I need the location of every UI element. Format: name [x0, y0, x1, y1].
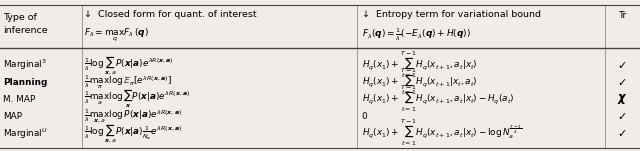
Text: $F_\lambda(\boldsymbol{q}) = \frac{1}{\lambda}(-E_\lambda(\boldsymbol{q}) + H(\b: $F_\lambda(\boldsymbol{q}) = \frac{1}{\l…	[362, 26, 470, 43]
Text: ↓  Closed form for quant. of interest: ↓ Closed form for quant. of interest	[84, 10, 257, 19]
Text: $\frac{1}{\lambda} \max_{\boldsymbol{x},a} \log P(\boldsymbol{x}|\boldsymbol{a}): $\frac{1}{\lambda} \max_{\boldsymbol{x},…	[84, 108, 182, 125]
Text: $\boldsymbol{\chi}$: $\boldsymbol{\chi}$	[617, 92, 627, 106]
Text: Marginal$^3$: Marginal$^3$	[3, 58, 47, 72]
Text: inference: inference	[3, 26, 48, 35]
Text: $H_q(x_1) + \sum_{t=1}^{T-1} H_q(x_{t+1}, a_t|x_t) - H_q(a_t)$: $H_q(x_1) + \sum_{t=1}^{T-1} H_q(x_{t+1}…	[362, 84, 514, 114]
Text: ↓  Entropy term for variational bound: ↓ Entropy term for variational bound	[362, 10, 541, 19]
Text: M. MAP: M. MAP	[3, 95, 35, 104]
Text: $F_\lambda = \max_q F_\lambda(\boldsymbol{q})$: $F_\lambda = \max_q F_\lambda(\boldsymbo…	[84, 26, 150, 43]
Text: MAP: MAP	[3, 112, 22, 121]
Text: $\frac{1}{\lambda} \log \sum_{\boldsymbol{x},a} P(\boldsymbol{x}|\boldsymbol{a}): $\frac{1}{\lambda} \log \sum_{\boldsymbo…	[84, 122, 183, 144]
Text: $H_q(x_1) + \sum_{t=1}^{T-1} H_q(x_{t+1}|x_t, a_t)$: $H_q(x_1) + \sum_{t=1}^{T-1} H_q(x_{t+1}…	[362, 67, 477, 97]
Text: Planning: Planning	[3, 78, 47, 87]
Text: 0: 0	[362, 112, 367, 121]
Text: $H_q(x_1) + \sum_{t=1}^{T-1} H_q(x_{t+1}, a_t|x_t) - \log N_a^{\frac{T-1}{\lambd: $H_q(x_1) + \sum_{t=1}^{T-1} H_q(x_{t+1}…	[362, 118, 522, 148]
Text: Marginal$^U$: Marginal$^U$	[3, 126, 48, 141]
Text: $\checkmark$: $\checkmark$	[618, 111, 627, 121]
Text: $\checkmark$: $\checkmark$	[618, 77, 627, 87]
Text: Type of: Type of	[3, 13, 37, 22]
Text: $\frac{1}{\lambda} \max_{a} \log \sum_{\boldsymbol{x}} P(\boldsymbol{x}|\boldsym: $\frac{1}{\lambda} \max_{a} \log \sum_{\…	[84, 88, 191, 110]
Text: $\checkmark$: $\checkmark$	[618, 128, 627, 138]
Text: Tr: Tr	[618, 11, 627, 20]
Text: $H_q(x_1) + \sum_{t=1}^{T-1} H_q(x_{t+1}, a_t|x_t)$: $H_q(x_1) + \sum_{t=1}^{T-1} H_q(x_{t+1}…	[362, 50, 477, 80]
Text: $\checkmark$: $\checkmark$	[618, 60, 627, 70]
Text: $\frac{1}{\lambda} \max_{\pi} \log \mathbb{E}_{\pi}[e^{\lambda R(\boldsymbol{x},: $\frac{1}{\lambda} \max_{\pi} \log \math…	[84, 73, 172, 91]
Text: $\frac{1}{\lambda} \log \sum_{\boldsymbol{x},a} P(\boldsymbol{x}|\boldsymbol{a}): $\frac{1}{\lambda} \log \sum_{\boldsymbo…	[84, 54, 174, 76]
